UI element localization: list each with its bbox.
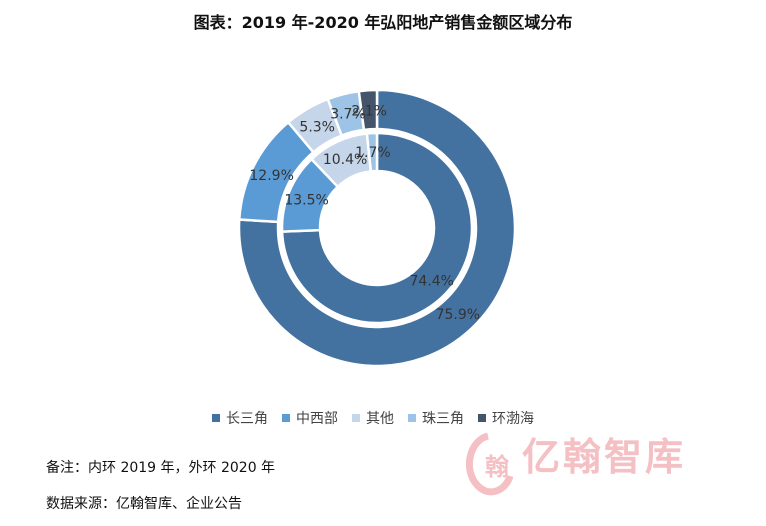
data-label-outer-4: 2.1%	[351, 103, 387, 119]
legend-swatch	[282, 414, 290, 422]
remark-note: 备注：内环 2019 年，外环 2020 年	[46, 460, 276, 476]
watermark-logo: 翰	[465, 432, 514, 496]
legend-label: 其他	[366, 411, 394, 427]
slice-outer-4	[357, 88, 379, 132]
source-note: 数据来源：亿翰智库、企业公告	[46, 496, 242, 512]
legend-label: 环渤海	[492, 411, 534, 427]
legend: 长三角 中西部 其他 珠三角 环渤海	[212, 408, 534, 428]
legend-item-qita: 其他	[352, 408, 394, 428]
legend-item-huanbohai: 环渤海	[478, 408, 534, 428]
watermark-text: 亿翰智库	[522, 435, 687, 479]
legend-label: 长三角	[226, 411, 268, 427]
chart-title: 图表：2019 年-2020 年弘阳地产销售金额区域分布	[193, 13, 573, 32]
data-label-inner-3: 1.7%	[355, 145, 391, 161]
data-label-outer-0: 75.9%	[436, 307, 480, 323]
slice-inner-0	[280, 131, 474, 325]
data-label-inner-1: 13.5%	[284, 192, 328, 208]
legend-item-zhusanjiao: 珠三角	[408, 408, 464, 428]
legend-swatch	[352, 414, 360, 422]
slice-inner-3	[365, 131, 379, 173]
legend-swatch	[408, 414, 416, 422]
legend-swatch	[212, 414, 220, 422]
legend-label: 珠三角	[422, 411, 464, 427]
legend-item-changsanjiao: 长三角	[212, 408, 268, 428]
data-label-inner-0: 74.4%	[410, 274, 454, 290]
legend-label: 中西部	[296, 411, 338, 427]
watermark-logo-char: 翰	[485, 453, 509, 481]
data-label-outer-2: 5.3%	[299, 119, 335, 135]
watermark-swoosh	[465, 432, 514, 496]
legend-item-zhongxibu: 中西部	[282, 408, 338, 428]
slice-outer-0	[237, 88, 517, 368]
data-label-outer-3: 3.7%	[330, 107, 366, 123]
data-label-outer-1: 12.9%	[249, 168, 293, 184]
legend-swatch	[478, 414, 486, 422]
data-label-inner-2: 10.4%	[323, 152, 367, 168]
